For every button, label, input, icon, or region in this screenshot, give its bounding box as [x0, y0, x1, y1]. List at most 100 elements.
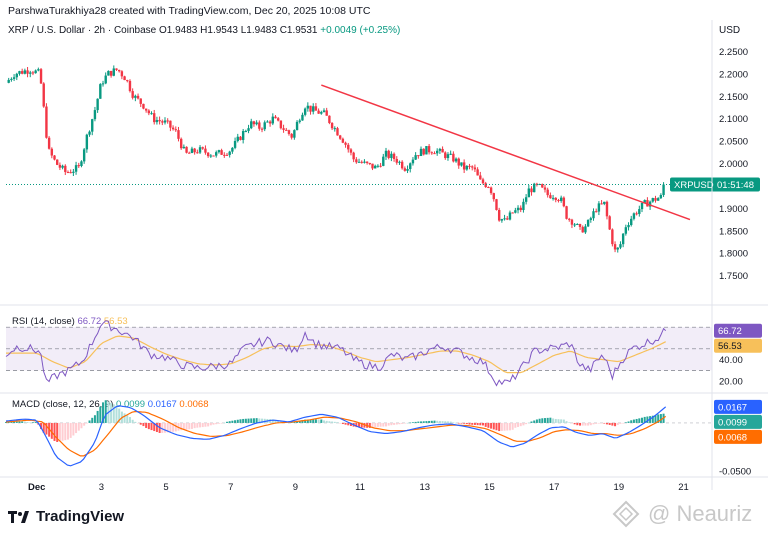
symbol-label[interactable]: XRP / U.S. Dollar · 2h · Coinbase — [8, 25, 157, 36]
price-candle — [382, 156, 385, 166]
price-candle — [120, 71, 124, 77]
price-candle — [93, 110, 97, 120]
price-candle — [546, 189, 549, 196]
rsi-line — [5, 320, 667, 387]
macd-histogram-bar — [484, 422, 487, 427]
rsi-legend[interactable]: RSI (14, close) 66.72 56.53 — [12, 316, 128, 327]
price-candle — [26, 70, 29, 74]
macd-histogram-bar — [29, 422, 32, 424]
macd-histogram-bar — [519, 422, 522, 427]
watermark: @ Neauriz — [612, 500, 752, 528]
x-tick-label: 19 — [614, 482, 625, 493]
macd-signal-line — [5, 410, 667, 457]
watermark-diamond-icon — [612, 500, 640, 528]
macd-histogram-bar — [554, 418, 557, 423]
price-candle — [592, 211, 595, 219]
price-candle — [23, 70, 27, 74]
price-candle — [656, 198, 660, 201]
price-candle — [34, 70, 37, 74]
price-candle — [247, 128, 250, 131]
price-candle — [18, 71, 21, 74]
price-candle — [473, 167, 477, 170]
price-candle — [371, 163, 374, 169]
macd-histogram-bar — [83, 422, 86, 426]
price-candle — [374, 165, 377, 169]
macd-histogram-bar — [50, 422, 53, 439]
macd-histogram-bar — [139, 422, 142, 425]
price-candle — [419, 148, 423, 157]
macd-histogram-bar — [193, 422, 196, 429]
macd-histogram-bar — [581, 422, 584, 426]
macd-histogram-bar — [463, 422, 466, 424]
macd-histogram-bar — [584, 422, 587, 426]
macd-histogram-bar — [102, 402, 105, 423]
macd-tick-label: -0.0500 — [719, 467, 751, 478]
macd-histogram-bar — [320, 419, 323, 423]
macd-histogram-bar — [433, 420, 436, 423]
macd-histogram-bar — [325, 420, 328, 423]
price-candle — [136, 95, 140, 99]
macd-histogram-bar — [225, 421, 228, 423]
macd-histogram-bar — [492, 422, 495, 430]
macd-histogram-bar — [605, 422, 608, 425]
price-candle — [506, 218, 509, 220]
price-candle — [481, 179, 485, 184]
macd-histogram-bar — [627, 421, 630, 423]
price-candle — [295, 121, 299, 131]
macd-histogram-bar — [53, 422, 56, 441]
price-tick-label: 2.0000 — [719, 159, 748, 170]
macd-hist-tag: 0.0099 — [718, 417, 747, 428]
macd-histogram-bar — [93, 415, 96, 423]
legend-low: L1.9483 — [240, 25, 277, 36]
price-candle — [438, 148, 442, 151]
macd-histogram-bar — [533, 420, 536, 423]
price-candle — [204, 148, 207, 153]
price-candle — [131, 91, 134, 98]
price-candle — [538, 184, 541, 186]
price-candle — [287, 130, 291, 134]
x-tick-label: 9 — [293, 482, 298, 493]
macd-histogram-bar — [190, 422, 193, 429]
price-candle — [533, 183, 536, 193]
price-candle — [484, 183, 487, 188]
price-candle — [271, 116, 275, 124]
price-candle — [258, 122, 261, 129]
price-candle — [519, 207, 522, 211]
price-candle — [50, 148, 54, 156]
macd-signal-value: 0.0068 — [179, 399, 209, 410]
macd-histogram-bar — [88, 420, 91, 423]
price-candle — [635, 213, 638, 215]
price-candle — [171, 127, 175, 130]
macd-legend[interactable]: MACD (close, 12, 26, 9) 0.0099 0.0167 0.… — [12, 399, 208, 410]
price-candle — [363, 161, 366, 163]
price-candle — [225, 154, 229, 156]
price-candle — [435, 150, 439, 154]
price-candle — [274, 116, 277, 119]
macd-histogram-bar — [40, 422, 43, 430]
macd-histogram-bar — [414, 421, 417, 423]
price-candle — [444, 152, 447, 159]
price-candle — [341, 138, 345, 143]
price-candle — [158, 120, 161, 122]
price-candle — [594, 211, 598, 213]
macd-histogram-bar — [255, 418, 258, 423]
price-candle — [29, 72, 32, 74]
macd-histogram-bar — [263, 418, 266, 423]
price-candle — [379, 165, 382, 167]
macd-histogram-bar — [422, 421, 425, 423]
tradingview-logo[interactable]: TradingView — [8, 508, 124, 525]
macd-histogram-bar — [527, 422, 530, 424]
macd-histogram-bar — [277, 420, 280, 423]
macd-histogram-bar — [112, 404, 115, 423]
macd-histogram-bar — [487, 422, 490, 428]
price-candle — [163, 120, 167, 123]
price-candle — [185, 146, 188, 153]
macd-histogram-bar — [560, 419, 563, 423]
price-candle — [117, 69, 121, 72]
macd-histogram-bar — [56, 422, 59, 442]
macd-histogram-bar — [411, 422, 414, 423]
macd-histogram-bar — [61, 422, 64, 441]
macd-histogram-bar — [309, 419, 312, 423]
